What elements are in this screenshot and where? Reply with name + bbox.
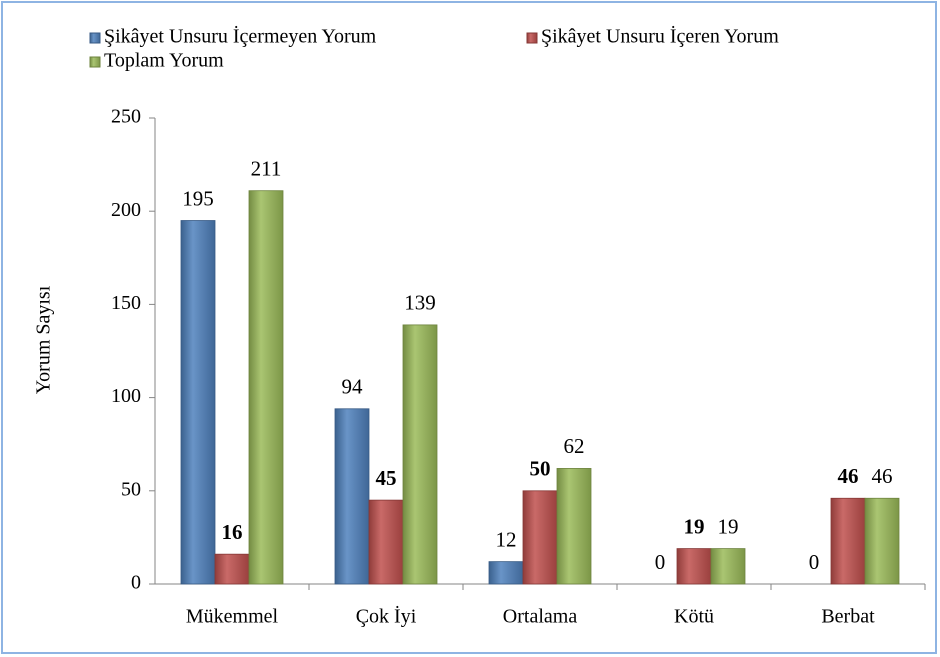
legend-marker: [89, 32, 101, 44]
value-label: 50: [530, 457, 551, 481]
value-label: 46: [838, 464, 859, 488]
bar: [676, 548, 712, 585]
bar: [248, 190, 284, 585]
bar: [334, 408, 370, 585]
value-label: 195: [182, 186, 214, 210]
legend-label: Şikâyet Unsuru İçermeyen Yorum: [104, 25, 377, 48]
value-label: 16: [222, 520, 243, 544]
legend-label: Toplam Yorum: [104, 50, 224, 72]
x-tick-label: Mükemmel: [186, 606, 279, 628]
bar: [214, 553, 250, 585]
bar: [402, 324, 438, 585]
bar: [864, 497, 900, 585]
x-tick-label: Berbat: [821, 606, 875, 628]
value-label: 12: [496, 527, 517, 551]
value-label: 62: [564, 434, 585, 458]
bar: [368, 499, 404, 585]
value-label: 0: [809, 550, 820, 574]
y-axis-title: Yorum Sayısı: [33, 285, 55, 394]
y-tick-label: 200: [111, 199, 141, 221]
bar: [556, 468, 592, 585]
x-tick-label: Ortalama: [503, 606, 578, 628]
value-label: 19: [684, 514, 705, 538]
legend-label: Şikâyet Unsuru İçeren Yorum: [541, 25, 779, 48]
value-label: 211: [251, 157, 282, 181]
value-label: 46: [872, 464, 893, 488]
x-tick-label: Çok İyi: [356, 605, 417, 628]
legend-marker: [89, 56, 101, 68]
value-label: 0: [655, 550, 666, 574]
bar: [488, 561, 524, 585]
bar: [522, 490, 558, 585]
y-tick-label: 50: [121, 478, 141, 500]
legend-marker: [526, 32, 538, 44]
value-label: 45: [376, 466, 397, 490]
value-label: 94: [342, 375, 364, 399]
y-tick-label: 100: [111, 385, 141, 407]
value-label: 19: [718, 514, 739, 538]
x-tick-label: Kötü: [674, 606, 714, 628]
y-tick-label: 150: [111, 292, 141, 314]
bar: [830, 497, 866, 585]
bar: [710, 548, 746, 585]
y-tick-label: 0: [131, 572, 141, 594]
bar: [180, 220, 216, 585]
value-label: 139: [404, 291, 436, 315]
y-tick-label: 250: [111, 106, 141, 128]
